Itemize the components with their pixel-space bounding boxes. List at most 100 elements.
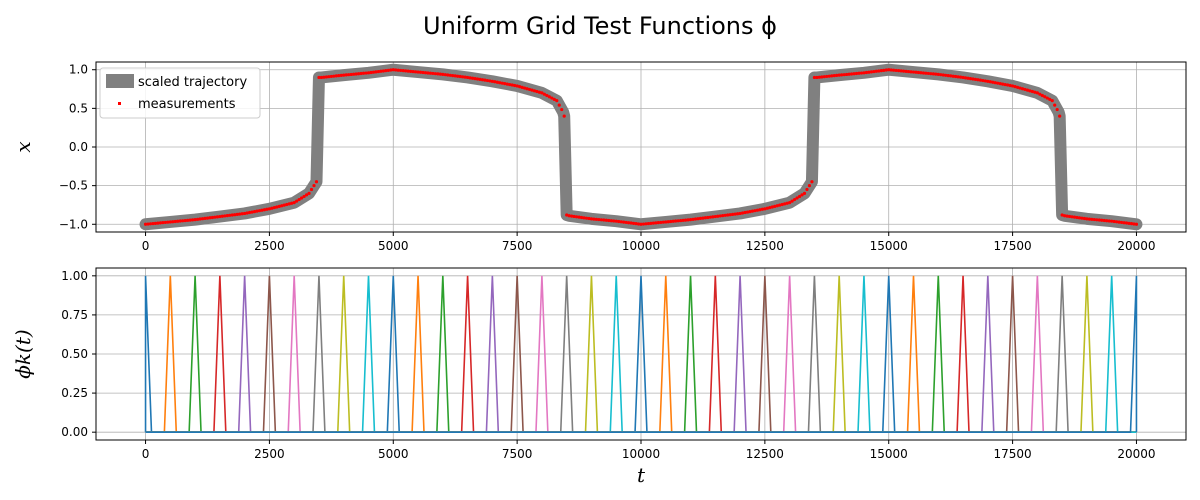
- measurement-point: [448, 73, 452, 77]
- measurement-point: [302, 194, 306, 199]
- measurement-point: [525, 87, 529, 91]
- measurement-point: [463, 75, 467, 79]
- measurement-point: [478, 77, 482, 81]
- measurement-point: [570, 214, 574, 218]
- measurement-point: [205, 216, 210, 220]
- top-y-tick-label: 0.5: [69, 101, 88, 115]
- measurement-point: [716, 214, 720, 218]
- top-x-tick-label: 17500: [993, 239, 1031, 253]
- measurement-point: [250, 210, 254, 214]
- measurement-point: [946, 74, 950, 78]
- measurement-point: [574, 215, 579, 219]
- measurement-point: [649, 221, 653, 225]
- measurement-point: [963, 76, 968, 80]
- measurement-point: [1067, 214, 1072, 219]
- measurement-point: [550, 96, 554, 100]
- measurement-point: [773, 204, 777, 208]
- measurement-point: [243, 211, 247, 216]
- measurement-point: [565, 213, 569, 217]
- measurement-point: [683, 218, 688, 222]
- measurement-point: [924, 71, 928, 75]
- measurement-point: [926, 71, 930, 76]
- measurement-point: [327, 75, 331, 79]
- measurement-point: [961, 75, 965, 80]
- measurement-point: [736, 212, 740, 216]
- measurement-point: [233, 213, 237, 217]
- measurement-point: [726, 213, 730, 217]
- bottom-x-tick-label: 12500: [746, 447, 784, 461]
- measurement-point: [579, 215, 584, 220]
- measurement-point: [356, 72, 361, 76]
- measurement-point: [314, 180, 319, 184]
- measurement-point: [1132, 222, 1136, 226]
- measurement-point: [644, 222, 648, 226]
- measurement-point: [238, 212, 242, 216]
- measurement-point: [426, 71, 430, 75]
- measurement-point: [203, 216, 207, 220]
- measurement-point: [674, 219, 678, 223]
- measurement-point: [522, 86, 527, 90]
- measurement-point: [540, 91, 544, 95]
- measurement-point: [956, 75, 960, 79]
- measurement-point: [265, 207, 269, 211]
- measurement-point: [780, 202, 784, 207]
- measurement-point: [151, 221, 155, 226]
- measurement-point: [792, 197, 797, 202]
- measurement-point: [842, 73, 846, 77]
- measurement-point: [1097, 218, 1101, 222]
- measurement-point: [1115, 220, 1119, 224]
- measurement-point: [166, 220, 170, 224]
- measurement-point: [731, 212, 735, 216]
- measurement-point: [951, 74, 955, 78]
- measurement-point: [701, 216, 705, 220]
- measurement-point: [1048, 97, 1052, 101]
- measurement-point: [181, 219, 185, 223]
- measurement-point: [825, 74, 829, 79]
- measurement-point: [176, 219, 180, 223]
- top-x-tick-label: 2500: [254, 239, 285, 253]
- measurement-point: [475, 77, 480, 81]
- measurement-point: [1030, 89, 1035, 94]
- measurement-point: [483, 78, 487, 82]
- measurement-point: [1134, 222, 1139, 226]
- measurement-point: [954, 74, 958, 79]
- measurement-point: [661, 220, 665, 224]
- measurement-point: [827, 74, 831, 78]
- measurement-point: [218, 214, 222, 219]
- measurement-point: [1065, 214, 1069, 218]
- measurement-point: [646, 221, 651, 226]
- measurement-point: [332, 74, 336, 78]
- measurement-point: [173, 219, 177, 224]
- measurement-point: [835, 73, 839, 77]
- bottom-y-tick-label: 0.50: [61, 347, 88, 361]
- measurement-point: [698, 216, 703, 220]
- measurement-point: [1020, 87, 1025, 91]
- measurement-point: [882, 68, 886, 72]
- measurement-point: [666, 220, 670, 224]
- measurement-point: [973, 77, 978, 81]
- measurement-point: [884, 68, 888, 72]
- measurement-point: [260, 208, 264, 212]
- bottom-x-tick-label: 0: [142, 447, 150, 461]
- measurement-point: [750, 209, 755, 213]
- measurement-point: [290, 201, 294, 205]
- measurement-point: [584, 216, 589, 220]
- measurement-point: [1124, 221, 1129, 225]
- measurement-point: [309, 187, 314, 192]
- measurement-point: [354, 72, 358, 76]
- measurement-point: [384, 69, 388, 73]
- measurement-point: [245, 211, 249, 215]
- measurement-point: [599, 218, 603, 222]
- measurement-point: [810, 180, 814, 184]
- measurement-point: [849, 72, 854, 76]
- measurement-point: [329, 74, 333, 79]
- measurement-point: [461, 75, 465, 79]
- measurement-point: [587, 216, 591, 221]
- measurement-point: [1001, 82, 1005, 86]
- measurement-point: [805, 187, 809, 192]
- top-plot-trajectory: 0 2500 5000 7500 10000 12500 15000 17500 20000 −1…: [11, 61, 1187, 253]
- measurement-point: [456, 74, 460, 78]
- measurement-point: [337, 74, 341, 78]
- measurement-point: [1092, 217, 1096, 222]
- top-y-tick-label: −1.0: [59, 217, 88, 231]
